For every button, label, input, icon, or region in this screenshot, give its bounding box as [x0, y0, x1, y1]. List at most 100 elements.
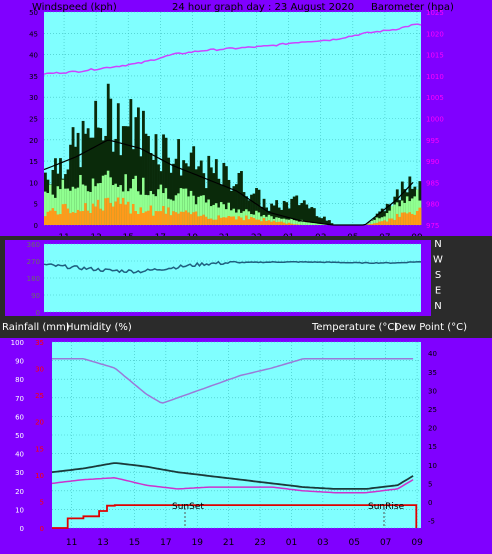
wind-min-bar — [162, 205, 165, 225]
wind-min-bar — [121, 197, 125, 225]
wind-min-bar — [111, 206, 115, 225]
wind-average-bar — [134, 175, 138, 225]
wind-gust-bar — [300, 202, 304, 225]
wind-average-bar — [282, 218, 286, 225]
wind-gust-bar — [212, 173, 216, 225]
wind-min-bar — [257, 219, 261, 225]
wind-average-bar — [157, 189, 160, 225]
direction-plot-area — [44, 244, 421, 312]
wind-min-bar — [189, 214, 193, 225]
wind-average-bar — [182, 188, 186, 225]
wind-min-bar — [76, 209, 80, 225]
wind-average-bar — [101, 175, 105, 225]
wind-average-bar — [199, 195, 203, 225]
wind-gust-bar — [252, 193, 256, 225]
wind-min-bar — [285, 223, 289, 225]
wind-gust-bar — [197, 166, 201, 225]
wind-gust-bar — [330, 223, 334, 225]
wind-average-bar — [189, 190, 193, 225]
wind-gust-bar — [287, 208, 291, 225]
wind-gust-bar — [224, 166, 228, 225]
wind-average-bar — [66, 188, 70, 225]
wind-min-bar — [106, 197, 110, 225]
wind-gust-bar — [99, 128, 103, 225]
wind-min-bar — [202, 214, 206, 225]
wind-average-bar — [410, 198, 414, 225]
wind-min-bar — [405, 213, 409, 225]
windspeed-tick-label: 10 — [29, 179, 38, 187]
wind-gust-bar — [136, 107, 140, 225]
wind-gust-bar — [129, 99, 133, 225]
wind-gust-bar — [106, 83, 110, 225]
wind-min-bar — [247, 219, 251, 225]
wind-min-bar — [154, 211, 158, 225]
bottom-plot-area — [52, 342, 421, 528]
temperature-tick-label: 10 — [428, 462, 437, 470]
wind-average-bar — [179, 188, 183, 225]
wind-average-bar — [390, 206, 394, 225]
wind-average-bar — [46, 192, 50, 225]
wind-gust-bar — [169, 172, 173, 225]
wind-gust-bar — [297, 205, 301, 225]
wind-min-bar — [368, 224, 372, 225]
bottom-x-tick-label: 21 — [223, 538, 234, 548]
humidity-tick-label: 90 — [15, 358, 24, 366]
wind-average-bar — [275, 217, 279, 225]
wind-average-bar — [91, 178, 95, 225]
wind-min-bar — [74, 212, 77, 225]
rainfall-tick-label: 25 — [35, 392, 44, 400]
wind-min-bar — [235, 219, 238, 225]
wind-average-bar — [109, 177, 113, 225]
compass-label: W — [433, 255, 443, 266]
wind-average-bar — [317, 223, 321, 225]
wind-gust-bar — [69, 144, 72, 225]
wind-average-bar — [255, 210, 258, 225]
wind-gust-bar — [96, 127, 100, 225]
bottom-x-tick-label: 23 — [254, 538, 265, 548]
wind-gust-bar — [328, 220, 331, 225]
wind-average-bar — [415, 189, 419, 225]
wind-min-bar — [94, 206, 98, 225]
wind-average-bar — [297, 221, 301, 225]
wind-min-bar — [159, 211, 163, 225]
wind-gust-bar — [237, 172, 241, 225]
rainfall-line — [52, 504, 418, 529]
wind-average-bar — [99, 182, 103, 225]
wind-average-bar — [385, 213, 389, 225]
wind-gust-bar — [229, 190, 233, 225]
bottom-x-tick-label: 09 — [411, 538, 423, 548]
wind-average-bar — [74, 188, 77, 225]
wind-min-bar — [393, 219, 397, 225]
wind-gust-bar — [109, 98, 113, 225]
rainfall-tick-label: 10 — [35, 472, 44, 480]
wind-average-bar — [159, 184, 163, 225]
wind-min-bar — [209, 218, 213, 225]
wind-average-bar — [184, 188, 188, 225]
barometer-tick-label: 1020 — [426, 30, 444, 38]
wind-average-bar — [197, 196, 201, 225]
bottom-x-tick-label: 05 — [349, 538, 360, 548]
wind-average-bar — [124, 174, 128, 225]
wind-average-bar — [111, 185, 115, 225]
wind-min-bar — [252, 217, 256, 225]
wind-min-bar — [61, 204, 65, 225]
wind-min-bar — [408, 212, 412, 225]
wind-gust-bar — [408, 176, 412, 225]
wind-min-bar — [250, 217, 253, 225]
wind-gust-bar — [172, 163, 175, 225]
wind-min-bar — [378, 221, 382, 225]
wind-min-bar — [237, 216, 241, 225]
bottom-x-tick-label: 11 — [66, 538, 77, 548]
direction-tick-label: 0 — [36, 309, 40, 317]
wind-gust-bar — [194, 169, 198, 225]
wind-min-bar — [194, 211, 198, 225]
wind-average-bar — [320, 223, 324, 225]
wind-average-bar — [212, 204, 216, 225]
wind-average-bar — [136, 191, 140, 225]
wind-gust-bar — [94, 100, 98, 225]
bottom-x-tick-label: 01 — [286, 538, 297, 548]
windspeed-axis-label: Windspeed (kph) — [32, 2, 117, 13]
wind-gust-bar — [240, 171, 243, 225]
wind-min-bar — [81, 210, 85, 225]
wind-average-bar — [224, 209, 228, 225]
